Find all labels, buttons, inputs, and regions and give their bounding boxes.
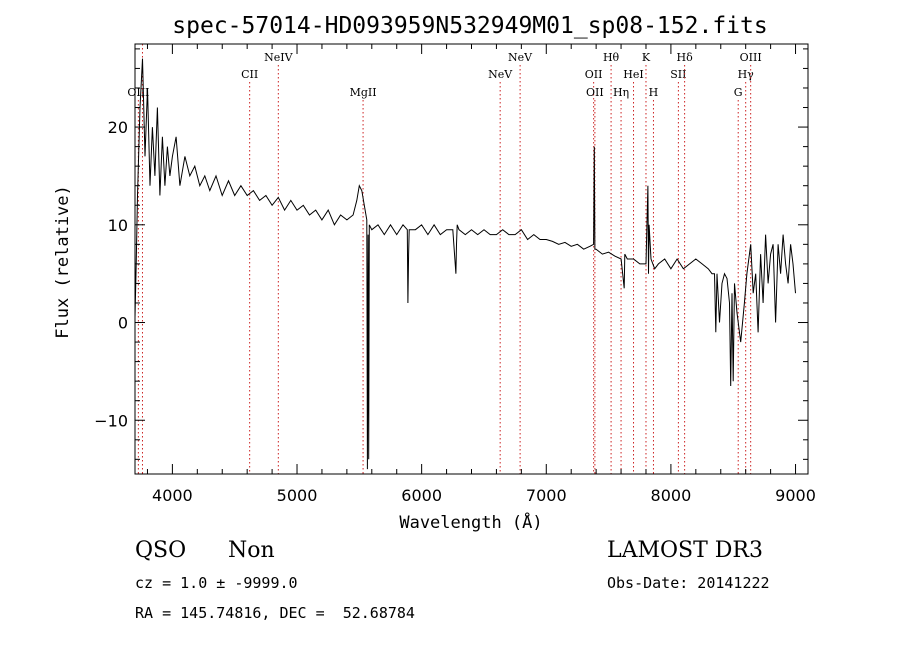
chart-title: spec-57014-HD093959N532949M01_sp08-152.f… [172,13,767,39]
line-label: NeV [488,68,513,81]
line-label: Hη [613,86,629,99]
emission-line-markers: OIIICIINeIVMgIINeVNeVOIIOIIHθHηHeIKHSIIH… [127,44,762,474]
x-tick-label: 7000 [526,486,567,505]
observation-date: Obs-Date: 20141222 [607,574,770,592]
x-tick-label: 5000 [277,486,318,505]
y-tick-label: −10 [94,411,128,430]
x-tick-label: 8000 [651,486,692,505]
y-tick-label: 10 [108,216,128,235]
coordinates-readout: RA = 145.74816, DEC = 52.68784 [135,604,415,622]
line-label: CII [241,68,258,81]
x-tick-label: 9000 [775,486,816,505]
line-label: NeIV [264,51,293,64]
line-label: Hδ [677,51,694,64]
object-class: QSO [135,538,187,563]
line-label: MgII [350,86,377,99]
line-label: Hθ [603,51,620,64]
x-axis-label: Wavelength (Å) [399,511,542,533]
line-label: K [642,51,651,64]
survey-name: LAMOST DR3 [607,538,763,563]
line-label: OII [586,86,604,99]
y-axis-label: Flux (relative) [53,185,73,339]
y-tick-label: 0 [118,314,128,333]
line-label: Hγ [738,68,755,81]
plot-frame [134,43,809,475]
line-label: OII [585,68,603,81]
y-tick-label: 20 [108,118,128,137]
line-label: G [734,86,743,99]
redshift-readout: cz = 1.0 ± -9999.0 [135,574,298,592]
line-label: HeI [623,68,643,81]
line-label: H [649,86,659,99]
line-label: NeV [508,51,533,64]
x-tick-label: 6000 [401,486,442,505]
object-subclass: Non [228,538,275,563]
spectrum-line [134,58,796,470]
axis-ticks: 4000 5000 6000 7000 8000 9000 −10 0 10 20 [94,44,816,505]
line-label: OIII [740,51,762,64]
x-tick-label: 4000 [152,486,193,505]
line-label: SII [670,68,686,81]
